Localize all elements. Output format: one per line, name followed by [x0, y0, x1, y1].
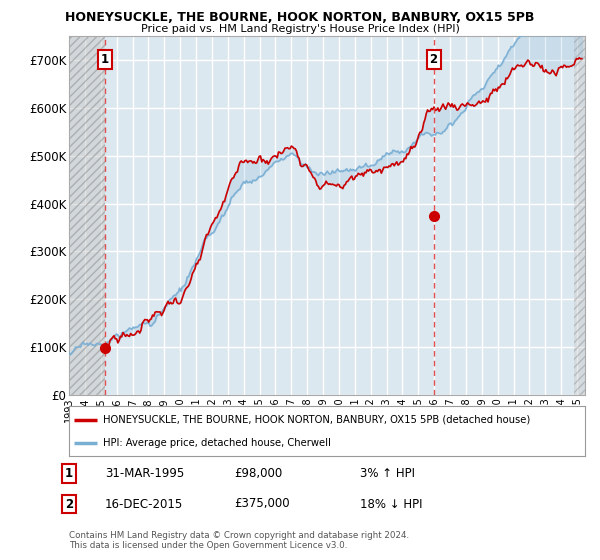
Text: 1: 1 [101, 53, 109, 66]
Text: 18% ↓ HPI: 18% ↓ HPI [360, 497, 422, 511]
Text: £375,000: £375,000 [234, 497, 290, 511]
Text: £98,000: £98,000 [234, 466, 282, 480]
Text: Contains HM Land Registry data © Crown copyright and database right 2024.
This d: Contains HM Land Registry data © Crown c… [69, 530, 409, 550]
Text: HPI: Average price, detached house, Cherwell: HPI: Average price, detached house, Cher… [103, 438, 331, 448]
Text: 2: 2 [430, 53, 437, 66]
Text: Price paid vs. HM Land Registry's House Price Index (HPI): Price paid vs. HM Land Registry's House … [140, 24, 460, 34]
Text: HONEYSUCKLE, THE BOURNE, HOOK NORTON, BANBURY, OX15 5PB: HONEYSUCKLE, THE BOURNE, HOOK NORTON, BA… [65, 11, 535, 24]
Text: 2: 2 [65, 497, 73, 511]
Text: HONEYSUCKLE, THE BOURNE, HOOK NORTON, BANBURY, OX15 5PB (detached house): HONEYSUCKLE, THE BOURNE, HOOK NORTON, BA… [103, 414, 530, 424]
Bar [69, 36, 105, 395]
Text: 31-MAR-1995: 31-MAR-1995 [105, 466, 184, 480]
Text: 1: 1 [65, 466, 73, 480]
Text: 3% ↑ HPI: 3% ↑ HPI [360, 466, 415, 480]
Bar [574, 36, 585, 395]
Text: 16-DEC-2015: 16-DEC-2015 [105, 497, 183, 511]
